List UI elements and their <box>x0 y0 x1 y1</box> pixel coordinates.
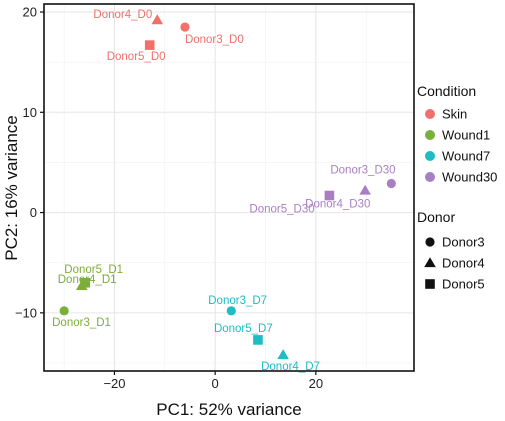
data-point <box>324 190 335 201</box>
points-layer: Donor3_D0 Donor4_D0 Donor5_D0 Donor3_D1 Dono… <box>52 9 396 373</box>
x-axis-title: PC1: 52% variance <box>156 400 302 419</box>
point-label: Donor5_D7 <box>214 323 273 335</box>
legend-key-wound7 <box>425 151 435 161</box>
data-point <box>151 14 164 25</box>
legend-label: Donor4 <box>442 256 485 271</box>
legend-key-wound1 <box>425 130 435 140</box>
x-tick-label: 0 <box>212 376 219 391</box>
legend-label: Wound30 <box>442 170 497 185</box>
data-point <box>277 349 289 360</box>
point-label: Donor3_D1 <box>52 317 111 329</box>
legend-key-donor4 <box>424 257 436 268</box>
legend-label: Donor5 <box>442 277 485 292</box>
point-label: Donor3_D7 <box>208 295 267 307</box>
point-label: Donor5_D1 <box>64 264 123 276</box>
grid-layer <box>44 4 414 371</box>
y-axis-title: PC2: 16% variance <box>2 115 21 261</box>
plot-frame <box>43 3 415 372</box>
data-point <box>180 22 190 32</box>
y-tick-label: 20 <box>23 5 37 20</box>
data-point <box>80 277 91 288</box>
data-point <box>386 178 396 189</box>
y-tick-label: 0 <box>30 205 37 220</box>
y-tick-label: 10 <box>23 105 37 120</box>
x-tick-label: −20 <box>103 376 125 391</box>
legend-key-donor5 <box>425 279 435 289</box>
point-label: Donor4_D30 <box>305 199 370 211</box>
legend-label: Wound7 <box>442 149 490 164</box>
data-point <box>226 306 236 316</box>
point-label: Donor3_D30 <box>330 164 395 176</box>
data-point <box>59 306 69 316</box>
x-tick-label: 20 <box>309 376 323 391</box>
legend-items: Skin Wound1 Wound7 Wound30 Donor3 Donor4 Donor… <box>424 107 497 292</box>
ticks-layer: −20 0 20 −10 0 10 20 <box>15 5 323 391</box>
legend-label: Donor3 <box>442 235 485 250</box>
legend-key-skin <box>425 109 435 119</box>
legend-condition-title: Condition <box>417 83 476 99</box>
legend-key-donor3 <box>425 237 435 247</box>
data-point <box>359 184 371 195</box>
legend-donor-title: Donor <box>417 209 455 225</box>
point-label: Donor4_D0 <box>93 9 152 21</box>
legend: Condition Donor Skin Wound1 Wound7 Wound30 D… <box>417 83 497 292</box>
y-tick-label: −10 <box>15 305 37 320</box>
legend-key-wound30 <box>425 172 435 182</box>
point-label: Donor5_D30 <box>249 204 314 216</box>
legend-label: Wound1 <box>442 128 490 143</box>
data-point <box>253 335 263 345</box>
data-point <box>144 40 155 50</box>
point-label: Donor5_D0 <box>107 51 166 63</box>
point-label: Donor4_D7 <box>261 361 320 373</box>
legend-label: Skin <box>442 107 467 122</box>
point-label: Donor3_D0 <box>185 34 244 46</box>
